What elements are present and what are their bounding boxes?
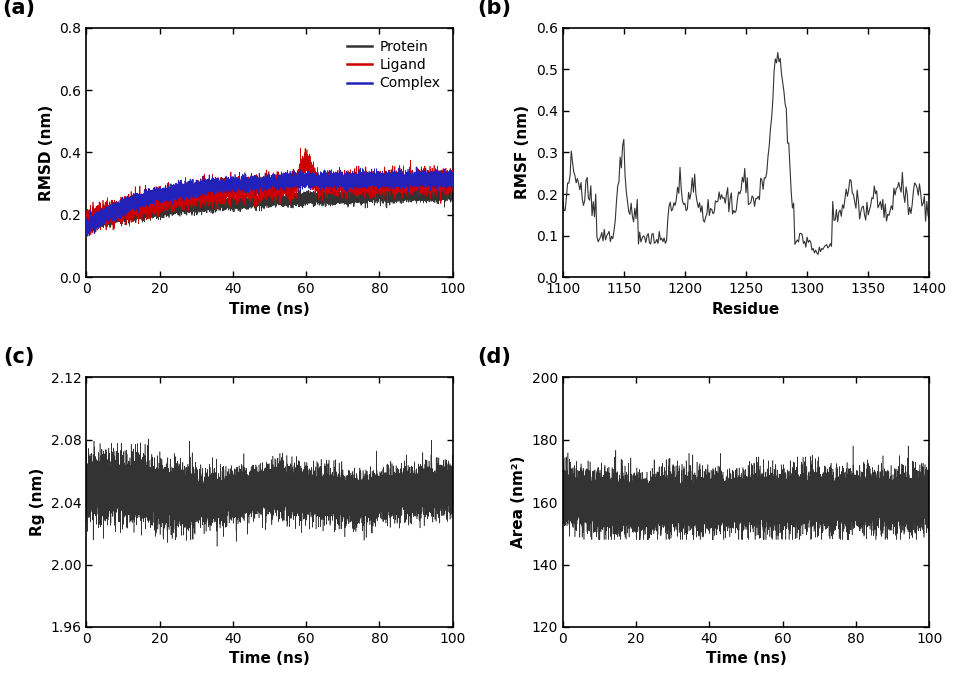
Ligand <box>260 187 271 195</box>
Protein <box>152 206 164 214</box>
Protein <box>260 194 271 203</box>
Line: Ligand: Ligand <box>86 148 453 235</box>
Ligand <box>427 178 439 187</box>
Text: (b): (b) <box>477 0 512 18</box>
Complex <box>394 161 405 169</box>
Ligand <box>300 144 311 152</box>
X-axis label: Time (ns): Time (ns) <box>706 651 787 666</box>
Complex <box>447 176 459 184</box>
X-axis label: Time (ns): Time (ns) <box>229 302 309 317</box>
Protein <box>80 218 92 227</box>
Text: (c): (c) <box>4 347 34 367</box>
Protein <box>82 222 94 230</box>
Complex <box>82 232 94 240</box>
Y-axis label: RMSD (nm): RMSD (nm) <box>39 104 54 200</box>
Ligand <box>85 231 97 239</box>
Ligand <box>80 220 92 229</box>
Protein <box>447 189 459 197</box>
Ligand <box>152 196 164 205</box>
Line: Protein: Protein <box>86 185 453 232</box>
Protein <box>90 228 102 236</box>
X-axis label: Residue: Residue <box>712 302 780 317</box>
Y-axis label: RMSF (nm): RMSF (nm) <box>515 105 531 199</box>
Ligand <box>96 212 107 220</box>
Complex <box>260 182 271 190</box>
Complex <box>82 225 94 233</box>
Ligand <box>82 216 94 224</box>
Complex <box>80 222 92 230</box>
Ligand <box>447 187 459 195</box>
Y-axis label: Area (nm²): Area (nm²) <box>511 456 526 548</box>
Text: (a): (a) <box>2 0 34 18</box>
Protein <box>103 214 114 223</box>
Legend: Protein, Ligand, Complex: Protein, Ligand, Complex <box>342 34 445 96</box>
Protein <box>383 181 395 189</box>
Complex <box>103 209 114 218</box>
Text: (d): (d) <box>477 347 512 367</box>
Ligand <box>103 207 114 216</box>
Protein <box>427 186 439 194</box>
Complex <box>96 212 107 220</box>
Protein <box>96 219 107 227</box>
Y-axis label: Rg (nm): Rg (nm) <box>30 468 45 536</box>
Complex <box>152 192 164 200</box>
Complex <box>427 172 439 181</box>
X-axis label: Time (ns): Time (ns) <box>229 651 309 666</box>
Line: Complex: Complex <box>86 165 453 236</box>
